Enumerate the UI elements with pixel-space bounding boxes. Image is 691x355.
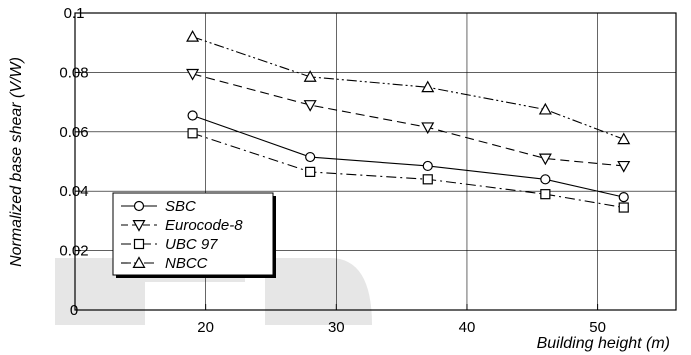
data-point-marker [186, 68, 200, 81]
legend-label: UBC 97 [165, 236, 218, 253]
data-point-marker [540, 189, 551, 200]
x-axis-label: Building height (m) [537, 335, 670, 352]
data-point-marker [618, 192, 629, 203]
x-tick-label: 40 [459, 319, 476, 336]
data-point-marker [303, 70, 317, 82]
legend-marker [132, 256, 146, 268]
legend-label: SBC [165, 198, 196, 215]
x-tick-label: 30 [328, 319, 345, 336]
data-point-marker [303, 100, 317, 112]
axis-ticks: 20 30 40 50 0 0.02 0.04 0.06 0.08 0.1 [59, 5, 606, 336]
data-point-marker [538, 102, 552, 115]
legend-item: Eurocode-8 [121, 217, 243, 234]
legend-item: NBCC [121, 255, 208, 272]
legend: SBC Eurocode-8 UBC 97 NBCC [112, 192, 276, 278]
data-point-marker [421, 80, 435, 93]
data-point-marker [618, 202, 629, 213]
y-tick-label: 0.02 [59, 243, 88, 260]
legend-item: SBC [121, 198, 196, 215]
data-point-marker [422, 160, 433, 172]
data-point-marker [187, 128, 198, 139]
series-ubc-97 [187, 128, 629, 213]
series [186, 30, 631, 213]
series-line [192, 114, 624, 198]
data-point-marker [187, 110, 198, 121]
y-tick-label: 0.08 [59, 64, 88, 81]
data-point-marker [617, 160, 631, 173]
data-point-marker [617, 132, 631, 145]
data-point-marker [305, 151, 316, 163]
grid [75, 13, 676, 310]
y-axis-label: Normalized base shear (V/W) [8, 57, 25, 267]
data-point-marker [538, 153, 552, 166]
data-point-marker [186, 30, 200, 42]
y-tick-label: 0.06 [59, 124, 88, 141]
data-point-marker [422, 174, 433, 185]
plot-area [74, 12, 677, 311]
legend-marker [133, 200, 145, 212]
series-eurocode-8 [186, 68, 631, 173]
y-tick-label: 0.1 [64, 5, 85, 22]
series-line [192, 36, 624, 140]
x-tick-label: 50 [589, 319, 606, 336]
series-sbc [187, 110, 629, 203]
y-tick-label: 0.04 [59, 183, 88, 200]
x-tick-label: 20 [197, 319, 214, 336]
legend-marker [133, 238, 145, 250]
legend-marker [132, 220, 146, 232]
data-point-marker [540, 174, 551, 185]
legend-label: Eurocode-8 [165, 217, 243, 234]
series-nbcc [186, 30, 631, 145]
y-tick-label: 0 [70, 302, 78, 319]
series-line [192, 73, 624, 167]
legend-label: NBCC [165, 255, 208, 272]
data-point-marker [421, 122, 435, 135]
legend-item: UBC 97 [121, 236, 218, 253]
data-point-marker [305, 166, 316, 177]
watermark-shape-right [265, 258, 372, 325]
